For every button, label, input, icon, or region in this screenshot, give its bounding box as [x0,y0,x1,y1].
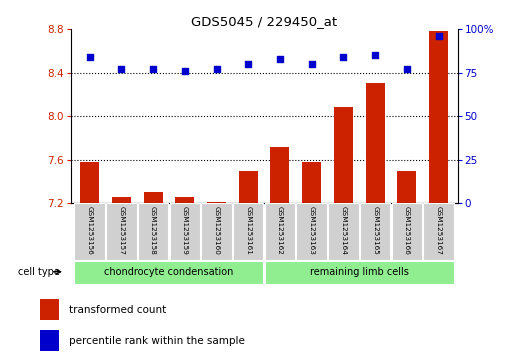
Point [212,66,221,72]
Point [276,56,284,62]
Text: cell type: cell type [18,267,60,277]
Bar [40,299,59,321]
Point [244,61,253,67]
Bar [106,203,137,260]
Point [85,54,94,60]
Bar [40,330,59,351]
Text: GSM1253167: GSM1253167 [436,206,441,255]
Bar [270,147,290,203]
Point [308,61,316,67]
Bar [429,31,448,203]
Bar [175,197,195,203]
Text: GSM1253166: GSM1253166 [404,206,410,255]
Text: remaining limb cells: remaining limb cells [310,267,408,277]
Point [117,66,126,72]
Text: GSM1253163: GSM1253163 [309,206,315,255]
Bar [423,203,454,260]
Text: GSM1253160: GSM1253160 [213,206,220,255]
Point [403,66,411,72]
Text: GSM1253156: GSM1253156 [87,206,93,255]
Bar [233,203,264,260]
Bar [265,203,295,260]
Bar [144,192,163,203]
Bar [74,203,105,260]
Text: chondrocyte condensation: chondrocyte condensation [104,267,234,277]
Bar [207,202,226,203]
Bar [74,261,264,284]
Text: GSM1253158: GSM1253158 [150,206,156,255]
Text: GSM1253162: GSM1253162 [277,206,283,255]
Bar [397,171,416,203]
Bar [80,162,99,203]
Bar [328,203,359,260]
Text: GSM1253161: GSM1253161 [245,206,251,255]
Point [339,54,348,60]
Bar [392,203,422,260]
Point [371,52,379,58]
Point [180,68,189,74]
Text: GSM1253165: GSM1253165 [372,206,378,255]
Text: GSM1253159: GSM1253159 [182,206,188,255]
Bar [138,203,168,260]
Bar [201,203,232,260]
Title: GDS5045 / 229450_at: GDS5045 / 229450_at [191,15,337,28]
Bar [360,203,390,260]
Bar [297,203,327,260]
Point [149,66,157,72]
Bar [334,107,353,203]
Text: GSM1253157: GSM1253157 [118,206,124,255]
Bar [366,83,384,203]
Bar [112,197,131,203]
Point [435,33,443,39]
Bar [238,171,258,203]
Bar [302,162,321,203]
Text: transformed count: transformed count [69,305,166,315]
Bar [265,261,454,284]
Bar [169,203,200,260]
Text: percentile rank within the sample: percentile rank within the sample [69,335,244,346]
Text: GSM1253164: GSM1253164 [340,206,346,255]
